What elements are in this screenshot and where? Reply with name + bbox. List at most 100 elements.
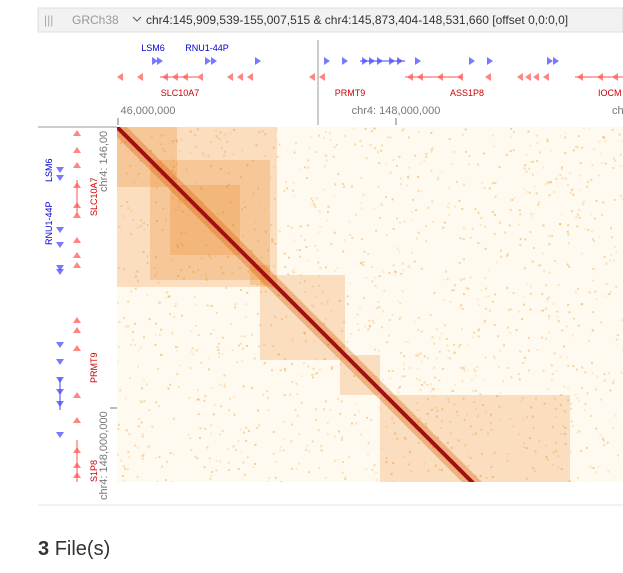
heat-pixel <box>192 206 195 209</box>
heat-pixel <box>225 286 228 289</box>
heat-pixel <box>529 437 532 440</box>
heat-pixel <box>509 208 512 211</box>
heat-pixel <box>414 154 417 157</box>
heat-pixel <box>402 455 405 458</box>
heat-pixel <box>431 147 434 150</box>
gene-arrow <box>73 130 81 136</box>
heat-pixel <box>609 291 612 294</box>
heat-pixel <box>542 309 545 312</box>
heat-pixel <box>487 269 490 272</box>
heat-pixel <box>159 301 162 304</box>
heat-pixel <box>415 209 418 212</box>
heat-pixel <box>271 345 274 348</box>
heat-pixel <box>169 383 172 386</box>
heat-pixel <box>417 329 420 332</box>
heat-pixel <box>577 135 580 138</box>
heat-pixel <box>131 338 134 341</box>
heat-pixel <box>594 290 597 293</box>
heat-pixel <box>614 198 617 201</box>
heat-pixel <box>609 227 612 230</box>
heat-pixel <box>578 208 581 211</box>
heat-pixel <box>449 300 452 303</box>
heat-pixel <box>210 424 213 427</box>
dropdown-icon[interactable] <box>132 16 142 22</box>
heat-pixel <box>396 247 399 250</box>
heat-pixel <box>314 373 317 376</box>
heat-pixel <box>231 272 234 275</box>
heat-pixel <box>201 201 204 204</box>
heat-pixel <box>560 393 563 396</box>
heat-pixel <box>326 219 329 222</box>
drag-handle[interactable]: ||| <box>44 13 53 27</box>
heat-pixel <box>299 225 302 228</box>
heat-pixel <box>419 352 422 355</box>
heat-pixel <box>291 423 294 426</box>
heat-pixel <box>444 324 447 327</box>
heat-pixel <box>407 177 410 180</box>
heat-pixel <box>555 369 558 372</box>
gene-arrow <box>56 242 64 248</box>
heat-pixel <box>527 130 530 133</box>
heat-pixel <box>117 453 120 456</box>
heat-pixel <box>533 185 536 188</box>
heat-pixel <box>197 333 200 336</box>
heat-pixel <box>523 187 526 190</box>
heat-pixel <box>525 190 528 193</box>
gene-arrow <box>56 432 64 438</box>
gene-arrow <box>73 345 81 351</box>
heat-pixel <box>430 148 433 151</box>
heat-pixel <box>350 185 353 188</box>
heat-pixel <box>374 284 377 287</box>
heat-pixel <box>157 281 160 284</box>
heat-pixel <box>143 379 146 382</box>
heat-pixel <box>440 171 443 174</box>
heat-pixel <box>398 317 401 320</box>
heat-pixel <box>438 337 441 340</box>
heat-pixel <box>223 385 226 388</box>
heat-pixel <box>412 198 415 201</box>
heat-pixel <box>210 165 213 168</box>
heat-pixel <box>578 216 581 219</box>
heat-pixel <box>479 223 482 226</box>
heat-pixel <box>531 173 534 176</box>
heat-pixel <box>158 162 161 165</box>
heat-pixel <box>584 402 587 405</box>
heat-pixel <box>291 270 294 273</box>
heat-pixel <box>559 174 562 177</box>
domain <box>170 185 240 255</box>
heat-pixel <box>333 195 336 198</box>
heat-pixel <box>356 313 359 316</box>
heat-pixel <box>375 229 378 232</box>
heat-pixel <box>482 152 485 155</box>
heat-pixel <box>322 322 325 325</box>
heat-pixel <box>200 257 203 260</box>
heat-pixel <box>399 316 402 319</box>
heat-pixel <box>398 155 401 158</box>
heat-pixel <box>591 328 594 331</box>
heat-pixel <box>195 303 198 306</box>
heat-pixel <box>536 348 539 351</box>
heat-pixel <box>239 175 242 178</box>
heat-pixel <box>134 322 137 325</box>
heatmap[interactable] <box>117 127 623 530</box>
heat-pixel <box>239 428 242 431</box>
heat-pixel <box>300 401 303 404</box>
heat-pixel <box>581 252 584 255</box>
heat-pixel <box>597 174 600 177</box>
heat-pixel <box>537 264 540 267</box>
heat-pixel <box>142 453 145 456</box>
heat-pixel <box>300 375 303 378</box>
heat-pixel <box>250 249 253 252</box>
heat-pixel <box>251 255 254 258</box>
heat-pixel <box>546 138 549 141</box>
assembly[interactable]: GRCh38 <box>72 13 119 27</box>
heat-pixel <box>525 153 528 156</box>
heat-pixel <box>451 289 454 292</box>
location[interactable]: chr4:145,909,539-155,007,515 & chr4:145,… <box>146 13 568 27</box>
heat-pixel <box>440 469 443 472</box>
axis-label: ch <box>612 105 623 117</box>
heat-pixel <box>336 267 339 270</box>
heat-pixel <box>450 446 453 449</box>
heat-pixel <box>542 224 545 227</box>
heat-pixel <box>387 334 390 337</box>
